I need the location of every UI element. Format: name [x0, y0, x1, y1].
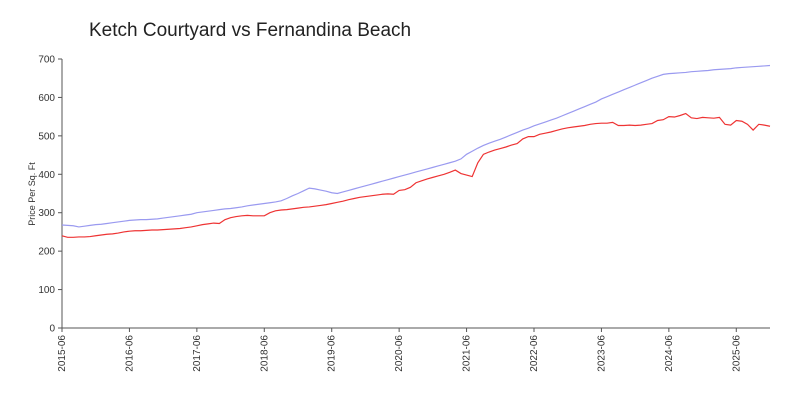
y-tick-label: 0 [49, 324, 55, 335]
y-tick-label: 200 [38, 247, 55, 258]
y-tick-label: 100 [38, 285, 55, 296]
y-tick-label: 600 [38, 93, 55, 104]
y-tick-label: 500 [38, 131, 55, 142]
x-tick-label: 2019-06 [327, 335, 338, 372]
x-tick-label: 2018-06 [259, 335, 270, 372]
x-tick-label: 2017-06 [192, 335, 203, 372]
chart-title: Ketch Courtyard vs Fernandina Beach [89, 20, 411, 41]
x-tick-label: 2021-06 [462, 335, 473, 372]
y-axis-label: Price Per Sq. Ft [27, 162, 37, 226]
x-tick-label: 2023-06 [596, 335, 607, 372]
y-tick-label: 300 [38, 208, 55, 219]
series-line [61, 112, 771, 238]
x-tick-label: 2025-06 [731, 335, 742, 372]
x-tick-label: 2024-06 [664, 335, 675, 372]
x-tick-label: 2016-06 [124, 335, 135, 372]
series-line [61, 64, 771, 228]
y-tick-label: 400 [38, 170, 55, 181]
x-tick-label: 2022-06 [529, 335, 540, 372]
x-tick-label: 2020-06 [394, 335, 405, 372]
y-tick-label: 700 [38, 55, 55, 66]
x-tick-label: 2015-06 [57, 335, 68, 372]
